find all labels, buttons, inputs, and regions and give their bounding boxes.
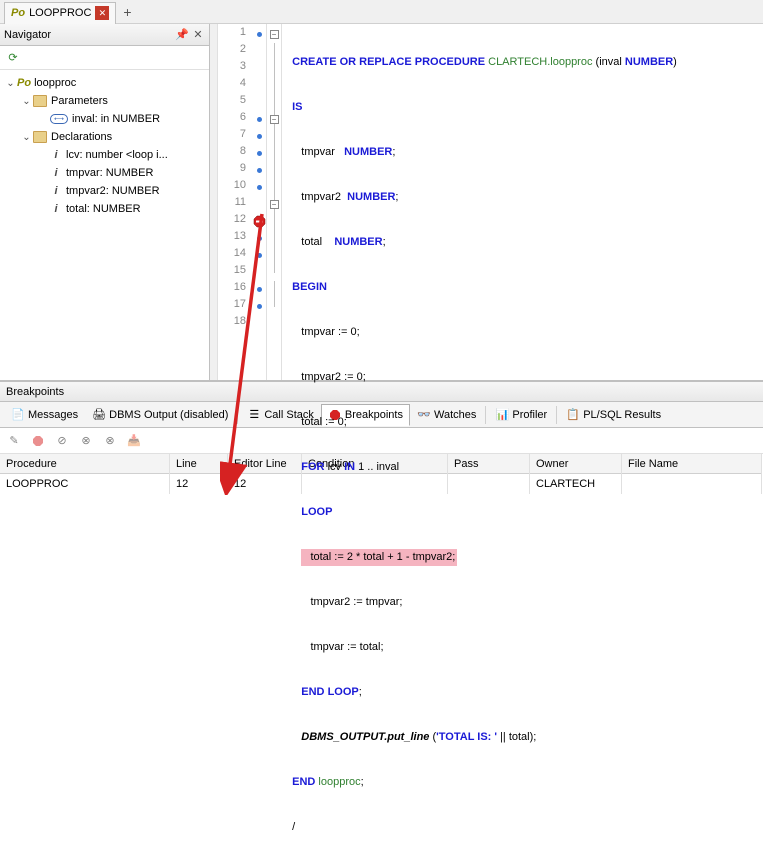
- tree-decl-total[interactable]: i total: NUMBER: [2, 200, 207, 218]
- exec-dot-icon: [257, 304, 262, 309]
- code-editor[interactable]: 123 456 789 101112 131415 161718: [210, 24, 763, 380]
- exec-dot-icon: [257, 185, 262, 190]
- tree-param-inval[interactable]: ⟷ inval: in NUMBER: [2, 110, 207, 128]
- bottom-panel-title: Breakpoints: [6, 386, 64, 398]
- param-icon: ⟷: [50, 114, 68, 124]
- close-icon[interactable]: ✕: [95, 6, 109, 20]
- tree-decl-tmpvar2[interactable]: i tmpvar2: NUMBER: [2, 182, 207, 200]
- dbms-icon: 🖨: [92, 408, 106, 422]
- fold-gutter[interactable]: − − −: [266, 24, 282, 380]
- navigator-panel: Navigator 📌 ✕ ⟳ ⌄ Pᴏ loopproc ⌄ Paramete…: [0, 24, 210, 380]
- disable-bp-icon[interactable]: ⊘: [52, 431, 72, 451]
- folder-icon: [33, 131, 47, 143]
- col-line: Line 12: [170, 454, 228, 494]
- navigator-tree: ⌄ Pᴏ loopproc ⌄ Parameters ⟷ inval: in N…: [0, 70, 209, 380]
- navigator-header: Navigator 📌 ✕: [0, 24, 209, 46]
- exec-dot-icon: [257, 236, 262, 241]
- execution-marker-gutter[interactable]: [252, 24, 266, 380]
- exec-dot-icon: [257, 134, 262, 139]
- tree-twisty-icon[interactable]: ⌄: [20, 96, 33, 107]
- tree-item-label: tmpvar: NUMBER: [66, 167, 153, 179]
- fold-minus-icon[interactable]: −: [270, 30, 279, 39]
- tree-decl-tmpvar[interactable]: i tmpvar: NUMBER: [2, 164, 207, 182]
- tab-prefix-icon: Pᴏ: [11, 7, 25, 19]
- folder-icon: [33, 95, 47, 107]
- export-icon[interactable]: 📥: [124, 431, 144, 451]
- editor-leftbar: [210, 24, 218, 380]
- navigator-title: Navigator: [4, 29, 173, 41]
- tab-label: LOOPPROC: [29, 7, 91, 19]
- refresh-icon[interactable]: ⟳: [4, 49, 22, 67]
- col-procedure: Procedure LOOPPROC: [0, 454, 170, 494]
- tree-item-label: Parameters: [51, 95, 108, 107]
- tree-twisty-icon[interactable]: ⌄: [4, 78, 17, 89]
- tree-item-label: tmpvar2: NUMBER: [66, 185, 160, 197]
- variable-icon: i: [50, 203, 62, 215]
- navigator-toolbar: ⟳: [0, 46, 209, 70]
- tree-declarations[interactable]: ⌄ Declarations: [2, 128, 207, 146]
- stack-icon: ☰: [247, 408, 261, 422]
- exec-dot-icon: [257, 117, 262, 122]
- file-tab-loopproc[interactable]: Pᴏ LOOPPROC ✕: [4, 2, 116, 24]
- editor-tabbar: Pᴏ LOOPPROC ✕ +: [0, 0, 763, 24]
- table-cell[interactable]: 12: [170, 474, 227, 494]
- code-content[interactable]: CREATE OR REPLACE PROCEDURE CLARTECH.loo…: [282, 24, 763, 380]
- tree-root-label: loopproc: [34, 77, 76, 89]
- tree-item-label: total: NUMBER: [66, 203, 141, 215]
- main-area: Navigator 📌 ✕ ⟳ ⌄ Pᴏ loopproc ⌄ Paramete…: [0, 24, 763, 380]
- line-number-gutter: 123 456 789 101112 131415 161718: [218, 24, 252, 380]
- pin-icon[interactable]: 📌: [175, 28, 189, 42]
- tab-dbms-output[interactable]: 🖨DBMS Output (disabled): [85, 404, 235, 426]
- col-header[interactable]: Procedure: [0, 454, 169, 474]
- tree-item-label: lcv: number <loop i...: [66, 149, 168, 161]
- tree-parameters[interactable]: ⌄ Parameters: [2, 92, 207, 110]
- tree-twisty-icon[interactable]: ⌄: [20, 132, 33, 143]
- exec-dot-icon: [257, 32, 262, 37]
- new-tab-button[interactable]: +: [118, 4, 136, 20]
- exec-dot-icon: [257, 151, 262, 156]
- close-panel-icon[interactable]: ✕: [191, 28, 205, 42]
- add-bp-icon[interactable]: [28, 431, 48, 451]
- tree-item-label: Declarations: [51, 131, 112, 143]
- exec-dot-icon: [257, 287, 262, 292]
- tree-item-label: inval: in NUMBER: [72, 113, 160, 125]
- remove-bp-icon[interactable]: ⊗: [76, 431, 96, 451]
- breakpoint-icon[interactable]: [253, 215, 266, 228]
- tree-decl-lcv[interactable]: i lcv: number <loop i...: [2, 146, 207, 164]
- remove-all-icon[interactable]: ⊗: [100, 431, 120, 451]
- proc-prefix-icon: Pᴏ: [17, 77, 31, 89]
- variable-icon: i: [50, 167, 62, 179]
- edit-bp-icon[interactable]: ✎: [4, 431, 24, 451]
- variable-icon: i: [50, 185, 62, 197]
- table-cell[interactable]: LOOPPROC: [0, 474, 169, 494]
- tree-root[interactable]: ⌄ Pᴏ loopproc: [2, 74, 207, 92]
- fold-minus-icon[interactable]: −: [270, 200, 279, 209]
- tab-messages[interactable]: 📄Messages: [4, 404, 85, 426]
- variable-icon: i: [50, 149, 62, 161]
- fold-minus-icon[interactable]: −: [270, 115, 279, 124]
- exec-dot-icon: [257, 253, 262, 258]
- exec-dot-icon: [257, 168, 262, 173]
- messages-icon: 📄: [11, 408, 25, 422]
- col-header[interactable]: Line: [170, 454, 227, 474]
